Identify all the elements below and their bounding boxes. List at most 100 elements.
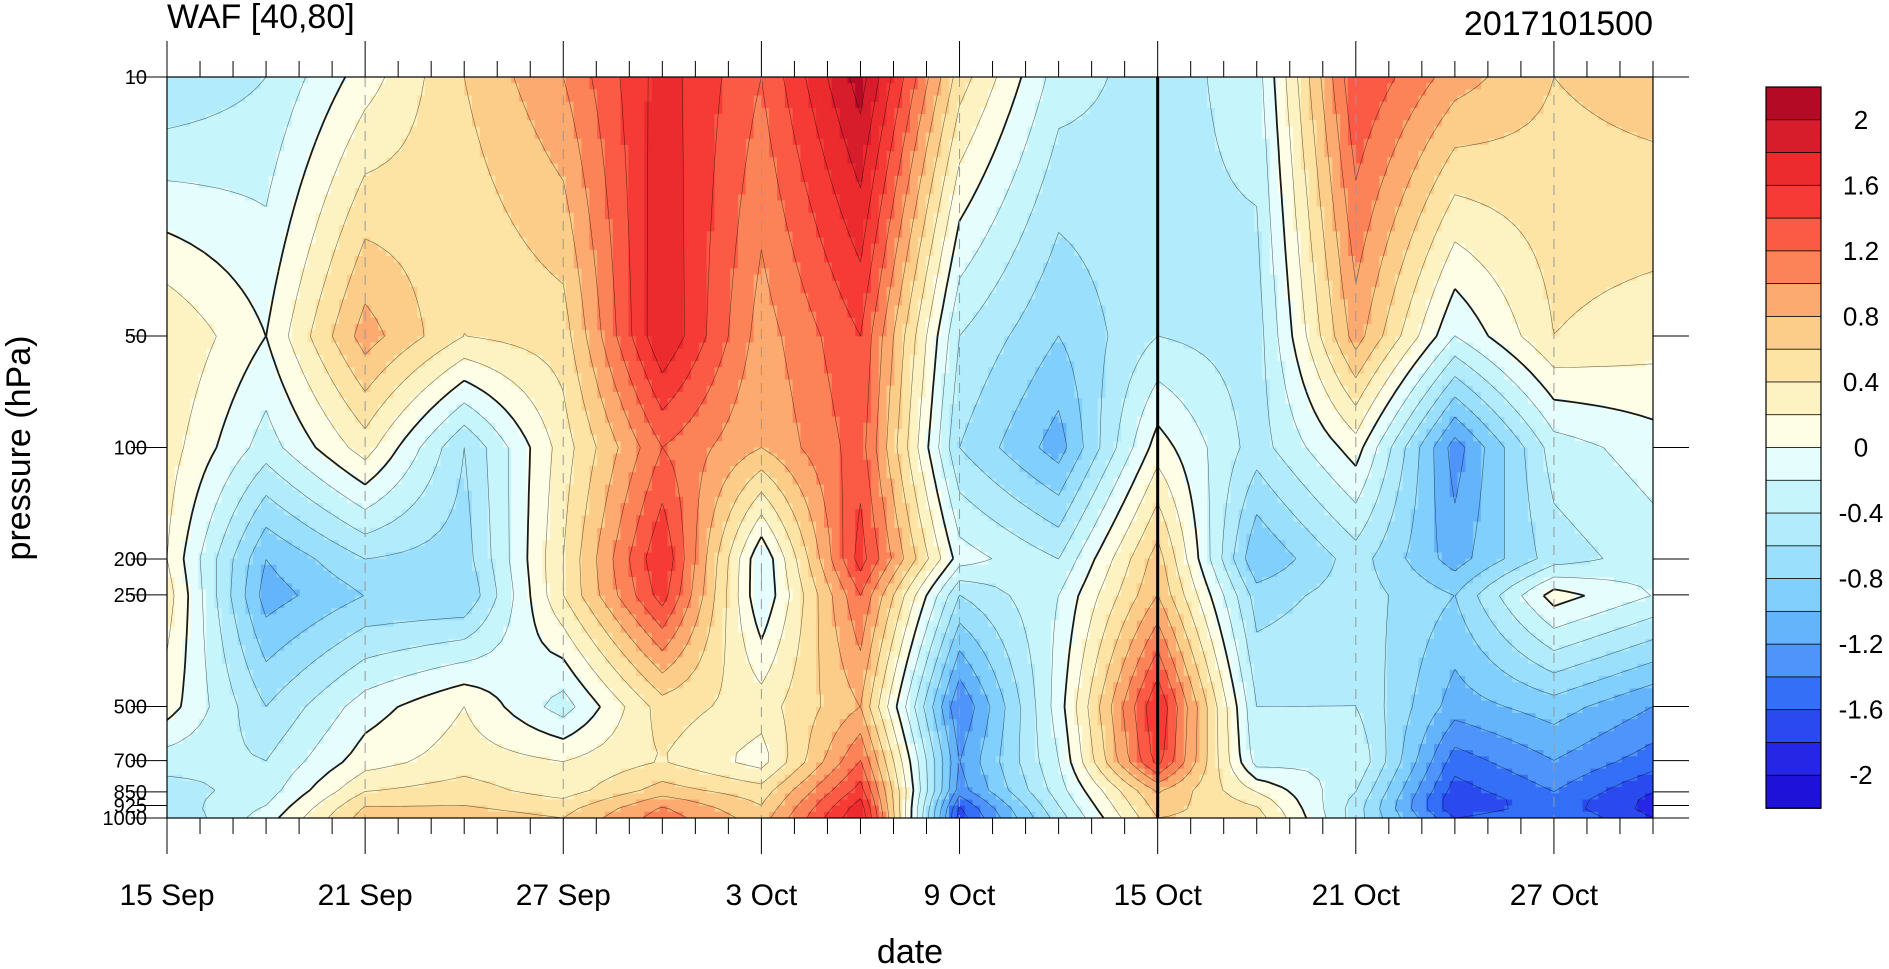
field-cell [167, 349, 175, 356]
field-cell [175, 429, 183, 436]
field-cell [222, 454, 230, 461]
field-cell [261, 275, 269, 282]
field-cell [261, 633, 269, 640]
field-cell [269, 738, 277, 745]
field-cell [261, 664, 269, 671]
field-cell [175, 577, 183, 584]
field-cell [175, 151, 183, 158]
field-cell [206, 503, 214, 510]
field-cell [198, 126, 206, 133]
field-cell [175, 96, 183, 103]
field-cell [276, 460, 284, 467]
field-cell [253, 497, 261, 504]
field-cell [230, 225, 238, 232]
field-cell [237, 787, 245, 794]
field-cell [222, 503, 230, 510]
field-cell [269, 145, 277, 152]
field-cell [245, 392, 253, 399]
field-cell [261, 534, 269, 541]
field-cell [261, 627, 269, 634]
field-cell [230, 435, 238, 442]
field-cell [253, 701, 261, 708]
field-cell [245, 139, 253, 146]
field-cell [245, 268, 253, 275]
field-cell [167, 77, 175, 84]
field-cell [190, 559, 198, 566]
field-cell [175, 781, 183, 788]
field-cell [222, 238, 230, 245]
field-cell [276, 528, 284, 535]
field-cell [222, 231, 230, 238]
field-cell [206, 219, 214, 226]
field-cell [237, 614, 245, 621]
field-cell [190, 627, 198, 634]
field-cell [175, 454, 183, 461]
field-cell [276, 423, 284, 430]
field-cell [230, 417, 238, 424]
field-cell [214, 738, 222, 745]
field-cell [222, 170, 230, 177]
field-cell [230, 534, 238, 541]
field-cell [167, 769, 175, 776]
field-cell [230, 651, 238, 658]
field-cell [183, 330, 191, 337]
field-cell [175, 324, 183, 331]
field-cell [245, 793, 253, 800]
field-cell [237, 250, 245, 257]
field-cell [214, 244, 222, 251]
field-cell [167, 398, 175, 405]
field-cell [261, 522, 269, 529]
field-cell [237, 515, 245, 522]
field-cell [261, 355, 269, 362]
field-cell [167, 293, 175, 300]
field-cell [190, 157, 198, 164]
field-cell [237, 571, 245, 578]
field-cell [206, 281, 214, 288]
field-cell [175, 281, 183, 288]
field-cell [175, 787, 183, 794]
field-cell [230, 664, 238, 671]
field-cell [245, 781, 253, 788]
field-cell [276, 231, 284, 238]
field-cell [206, 799, 214, 806]
field-cell [214, 571, 222, 578]
field-cell [214, 281, 222, 288]
field-cell [214, 583, 222, 590]
field-cell [245, 373, 253, 380]
field-cell [276, 182, 284, 189]
field-cell [183, 707, 191, 714]
field-cell [206, 602, 214, 609]
field-cell [261, 380, 269, 387]
field-cell [222, 355, 230, 362]
field-cell [237, 596, 245, 603]
field-cell [214, 596, 222, 603]
field-cell [214, 460, 222, 467]
field-cell [183, 701, 191, 708]
field-cell [269, 491, 277, 498]
field-cell [253, 367, 261, 374]
field-cell [175, 182, 183, 189]
field-cell [245, 102, 253, 109]
field-cell [245, 318, 253, 325]
field-cell [253, 429, 261, 436]
field-cell [198, 386, 206, 393]
field-cell [253, 250, 261, 257]
field-cell [245, 762, 253, 769]
field-cell [167, 386, 175, 393]
field-cell [190, 577, 198, 584]
field-cell [190, 312, 198, 319]
field-cell [190, 676, 198, 683]
field-cell [167, 194, 175, 201]
field-cell [214, 546, 222, 553]
field-cell [276, 213, 284, 220]
field-cell [269, 596, 277, 603]
field-cell [245, 670, 253, 677]
field-cell [175, 213, 183, 220]
field-cell [175, 762, 183, 769]
field-cell [276, 565, 284, 572]
field-cell [261, 552, 269, 559]
field-cell [261, 231, 269, 238]
field-cell [222, 732, 230, 739]
field-cell [167, 429, 175, 436]
field-cell [206, 552, 214, 559]
